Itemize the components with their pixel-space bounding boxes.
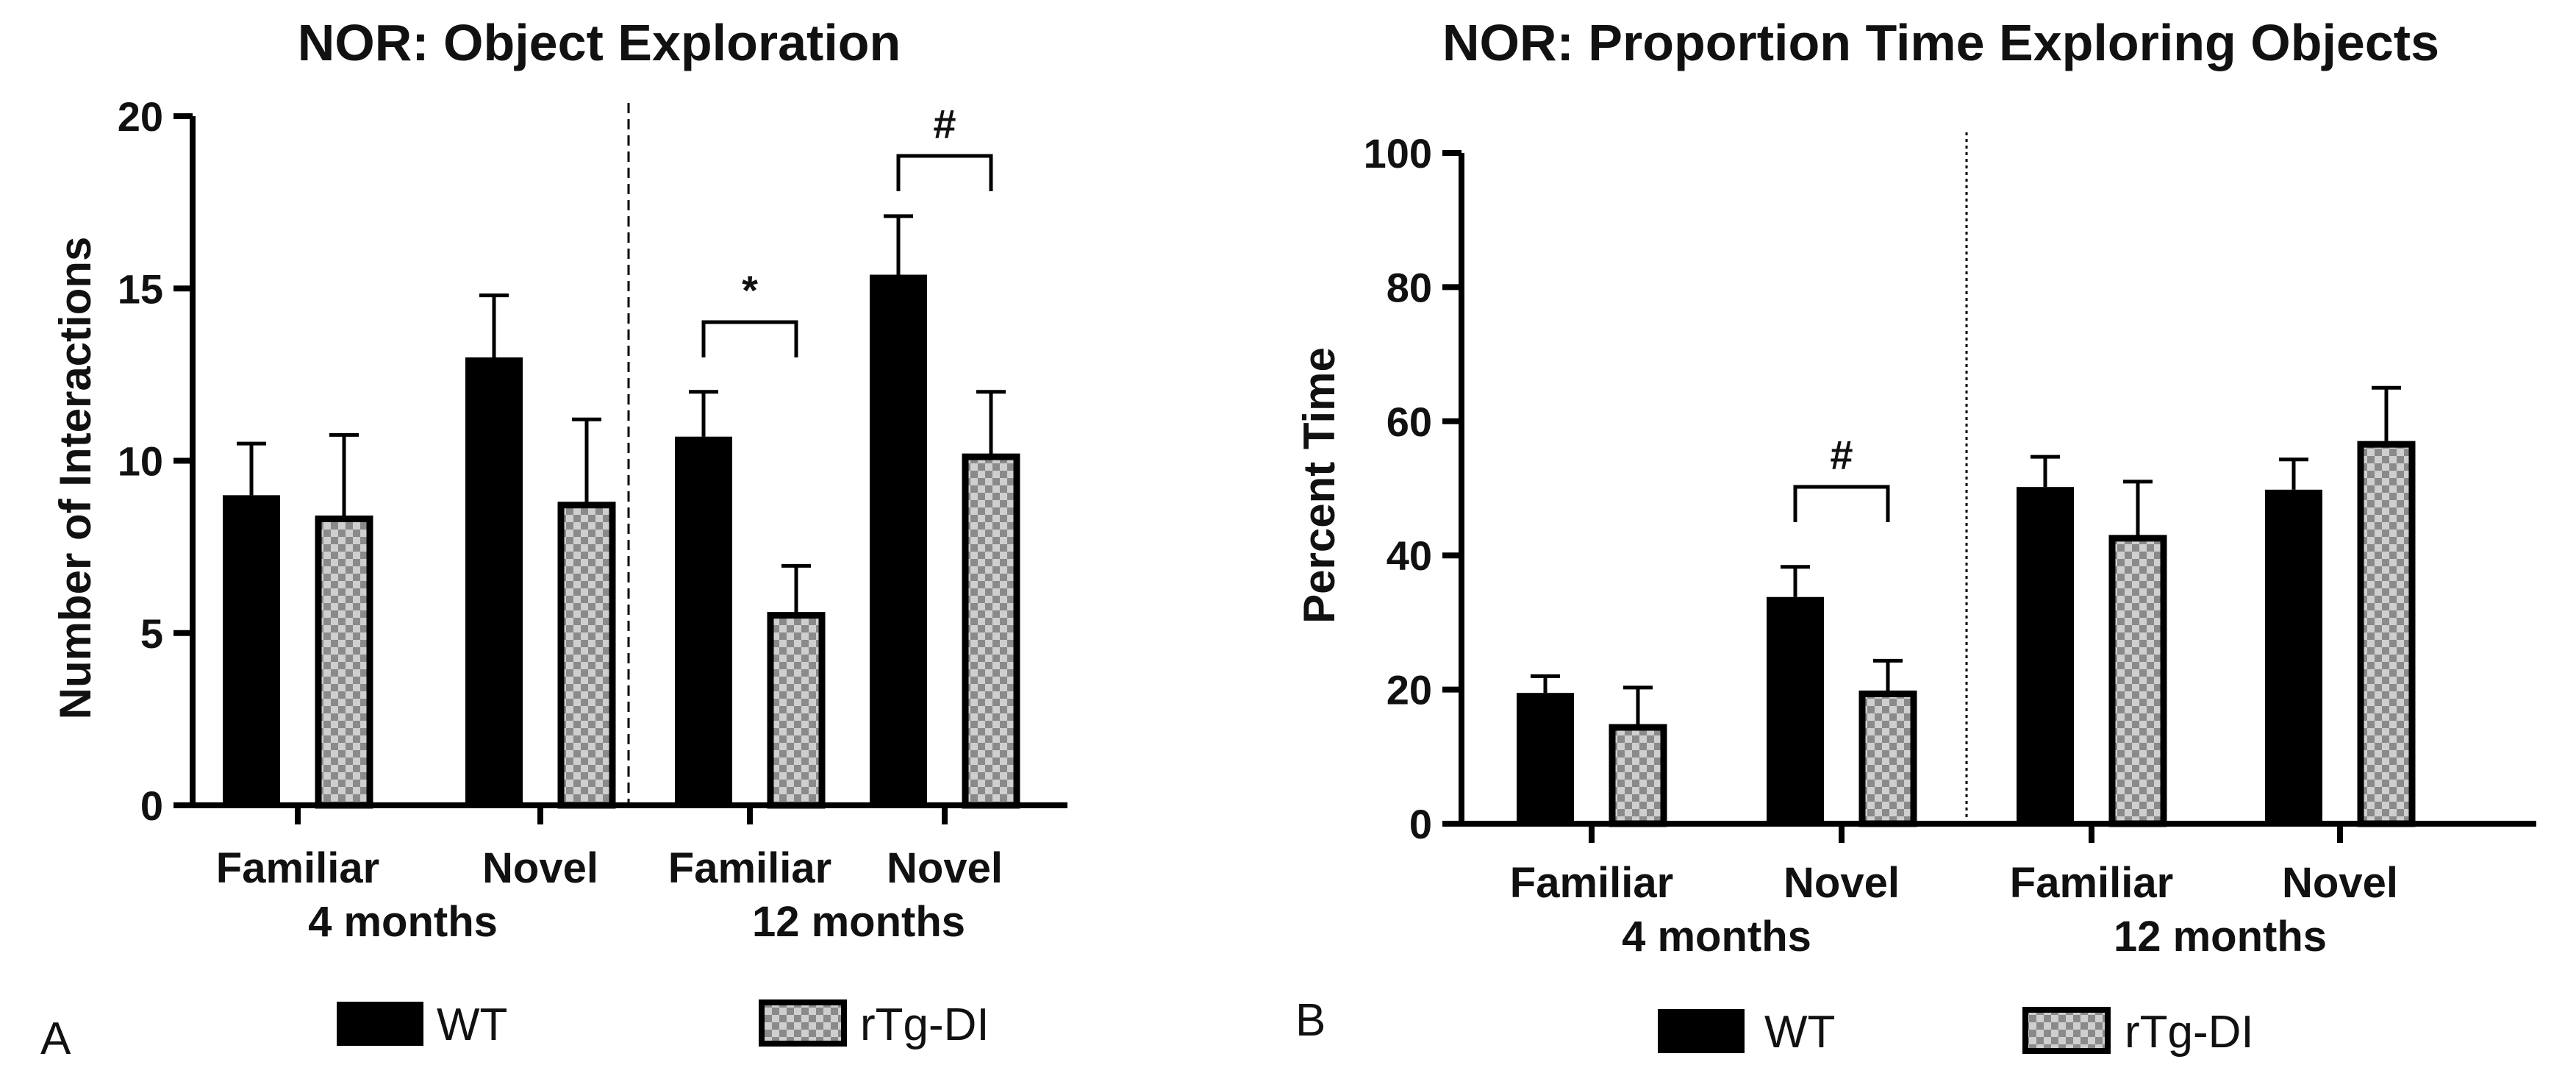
panel-b-chart: NOR: Proportion Time Exploring Objects 0…	[1295, 14, 2536, 961]
x-category-label: Familiar	[216, 844, 379, 892]
bar-wt	[1517, 693, 1574, 824]
x-category-label: Novel	[887, 844, 1003, 892]
panel-a-marks: 0 5 10 15 20 Familiar Novel Familiar Novel 4 mont…	[118, 93, 1067, 946]
y-axis-title: Percent Time	[1295, 347, 1344, 624]
y-tick-label: 5	[140, 610, 163, 657]
legend-swatch-wt	[1658, 1009, 1745, 1053]
bar-rtg	[962, 453, 1020, 809]
panel-a-chart: NOR: Object Exploration 0 5 10 15 20 Familiar…	[51, 14, 1067, 946]
bar-rtg	[2357, 441, 2416, 827]
bar-wt	[675, 436, 732, 805]
bar-rtg	[557, 502, 616, 809]
legend-label-rtg: rTg-DI	[2125, 1007, 2254, 1058]
legend-swatch-wt	[337, 1002, 423, 1046]
bar-wt	[2017, 487, 2074, 824]
chart-title: NOR: Proportion Time Exploring Objects	[1442, 14, 2439, 71]
y-tick-label: 20	[118, 93, 163, 140]
x-group-label: 4 months	[308, 898, 498, 946]
bar-wt	[2265, 489, 2322, 824]
significance-marker: #	[933, 101, 956, 147]
panel-b-marks: 0 20 40 60 80 100 Familiar Novel Familiar Novel 4 …	[1364, 130, 2536, 961]
x-category-label: Familiar	[2010, 859, 2173, 907]
y-tick-label: 20	[1387, 667, 1432, 713]
y-tick-label: 100	[1364, 130, 1432, 177]
significance-bracket	[701, 320, 798, 357]
x-group-label: 4 months	[1622, 913, 1811, 961]
panel-letter-b: B	[1295, 995, 1325, 1046]
y-tick-label: 60	[1387, 399, 1432, 445]
legend-b: WT rTg-DI	[1658, 1007, 2254, 1058]
y-tick-label: 10	[118, 438, 163, 485]
legend-label-wt: WT	[1764, 1007, 1835, 1058]
y-tick-label: 0	[140, 783, 163, 829]
y-tick-label: 0	[1409, 801, 1432, 847]
panel-letter-a: A	[40, 1013, 71, 1064]
significance-bracket	[896, 154, 993, 191]
bar-wt	[870, 274, 927, 805]
bar-rtg	[767, 612, 826, 809]
bar-rtg	[315, 515, 373, 809]
chart-title: NOR: Object Exploration	[298, 14, 901, 71]
y-tick-label: 40	[1387, 532, 1432, 579]
significance-bracket	[1793, 485, 1890, 522]
x-category-label: Novel	[482, 844, 598, 892]
bar-rtg	[1858, 690, 1917, 827]
bar-wt	[465, 357, 523, 805]
significance-marker: *	[742, 267, 758, 313]
bar-wt	[223, 495, 280, 805]
x-category-label: Familiar	[668, 844, 831, 892]
legend-a: WT rTg-DI	[337, 999, 990, 1050]
y-tick-label: 80	[1387, 264, 1432, 310]
legend-label-wt: WT	[437, 999, 507, 1050]
x-group-label: 12 months	[752, 898, 965, 946]
bar-rtg	[2108, 535, 2167, 827]
legend-swatch-rtg	[759, 999, 847, 1047]
x-category-label: Novel	[1783, 859, 1900, 907]
significance-marker: #	[1830, 432, 1853, 478]
x-group-label: 12 months	[2114, 913, 2327, 961]
y-tick-label: 15	[118, 265, 163, 312]
x-category-label: Familiar	[1510, 859, 1673, 907]
bar-rtg	[1609, 724, 1667, 827]
legend-label-rtg: rTg-DI	[860, 999, 990, 1050]
y-axis-title: Number of Interactions	[51, 237, 100, 720]
legend-swatch-rtg	[2022, 1007, 2111, 1054]
bar-wt	[1767, 596, 1824, 824]
x-category-label: Novel	[2282, 859, 2398, 907]
